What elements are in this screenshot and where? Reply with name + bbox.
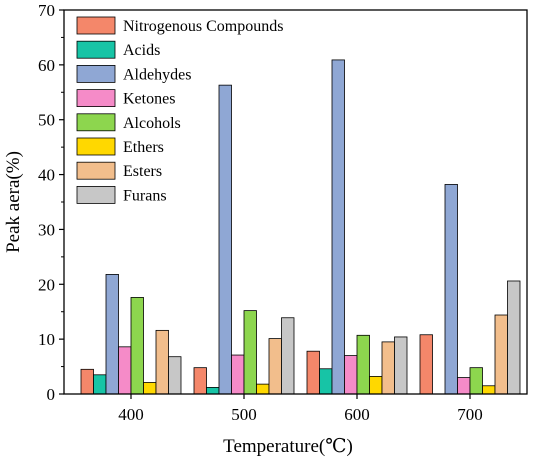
bar-furans-400 [168,356,182,395]
x-tick-label: 700 [457,405,483,424]
bar-ketones-400 [118,346,132,395]
bar-esters-600 [381,341,395,395]
bar-nitrogenous-compounds-400 [80,368,94,395]
legend-swatch-aldehydes [76,65,116,83]
legend-label-nitrogenous-compounds: Nitrogenous Compounds [123,18,283,35]
legend-swatch-ketones [76,89,116,107]
bar-esters-400 [155,329,169,395]
legend-swatch-nitrogenous-compounds [76,16,116,35]
bar-furans-700 [507,280,521,395]
legend-label-esters: Esters [123,163,162,180]
bar-furans-500 [281,317,295,395]
legend-swatch-alcohols [76,113,116,132]
legend-swatch-furans [76,185,116,204]
legend-label-aldehydes: Aldehydes [123,66,191,83]
x-tick-label: 500 [231,405,257,424]
bar-alcohols-600 [356,334,370,395]
y-tick-label: 70 [38,1,55,20]
legend-swatch-esters [76,161,116,180]
bar-alcohols-400 [130,297,144,395]
y-tick-label: 20 [38,275,55,294]
bar-acids-500 [206,387,220,395]
bar-aldehydes-700 [444,184,458,395]
y-axis-label: Peak aera(%) [3,151,24,253]
bar-furans-600 [394,336,408,395]
bar-ethers-500 [256,383,270,395]
x-tick-label: 600 [344,405,370,424]
legend: Nitrogenous Compounds Acids Aldehydes Keton… [76,16,283,204]
legend-swatch-ethers [76,137,116,156]
bar-ethers-700 [482,385,496,395]
x-axis-ticks: 400 500 600 700 [118,394,483,424]
bar-nitrogenous-compounds-600 [306,350,320,395]
bar-nitrogenous-compounds-700 [419,334,433,395]
bar-aldehydes-400 [105,274,119,395]
y-tick-label: 40 [38,166,55,185]
y-tick-label: 50 [38,111,55,130]
y-tick-label: 30 [38,220,55,239]
bar-acids-600 [319,368,333,395]
x-tick-label: 400 [118,405,144,424]
bar-ketones-700 [457,377,471,395]
legend-label-alcohols: Alcohols [123,115,181,132]
bar-nitrogenous-compounds-500 [193,367,207,395]
bar-ethers-400 [143,382,157,395]
legend-label-ethers: Ethers [123,139,164,156]
bar-acids-400 [93,374,107,395]
legend-label-ketones: Ketones [123,91,175,108]
bar-esters-500 [268,338,282,395]
bar-aldehydes-500 [218,84,232,395]
y-tick-label: 0 [47,385,56,404]
y-tick-label: 60 [38,56,55,75]
legend-label-acids: Acids [123,42,160,59]
x-axis-label: Temperature(℃) [223,436,353,457]
y-axis-ticks: 0 10 20 30 40 50 60 70 [38,1,64,404]
bar-ketones-600 [344,355,358,395]
legend-swatch-acids [76,40,116,59]
y-tick-label: 10 [38,330,55,349]
bar-ethers-600 [369,376,383,395]
bar-esters-700 [494,314,508,395]
bar-aldehydes-600 [331,59,345,395]
legend-label-furans: Furans [123,187,167,204]
bar-alcohols-500 [243,310,257,395]
bar-ketones-500 [231,354,245,395]
bars-layer [80,59,521,395]
bar-alcohols-700 [469,367,483,395]
